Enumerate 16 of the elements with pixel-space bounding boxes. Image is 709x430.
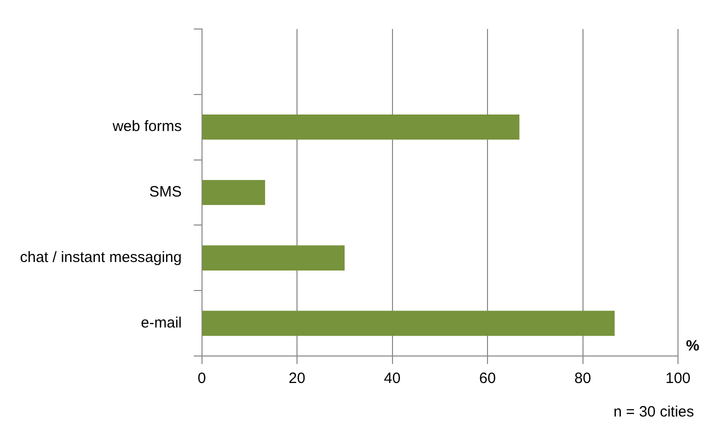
x-tick-label: 80 — [574, 370, 592, 388]
bar — [202, 310, 615, 336]
x-tick-label: 20 — [288, 370, 306, 388]
y-tick-label: chat / instant messaging — [20, 249, 182, 266]
x-tick-label: 0 — [198, 370, 206, 388]
y-tick-label: e-mail — [140, 314, 182, 332]
x-tick-label: 60 — [479, 370, 496, 388]
y-tick-label: SMS — [149, 184, 182, 201]
bar — [202, 245, 345, 270]
x-axis-title: % — [686, 338, 700, 355]
bar — [202, 180, 266, 206]
text: n = 30 cities — [614, 404, 694, 421]
y-tick-label: web forms — [112, 118, 182, 136]
bar — [202, 114, 520, 140]
x-tick-label: 100 — [665, 370, 691, 388]
x-tick-label: 40 — [384, 370, 401, 388]
